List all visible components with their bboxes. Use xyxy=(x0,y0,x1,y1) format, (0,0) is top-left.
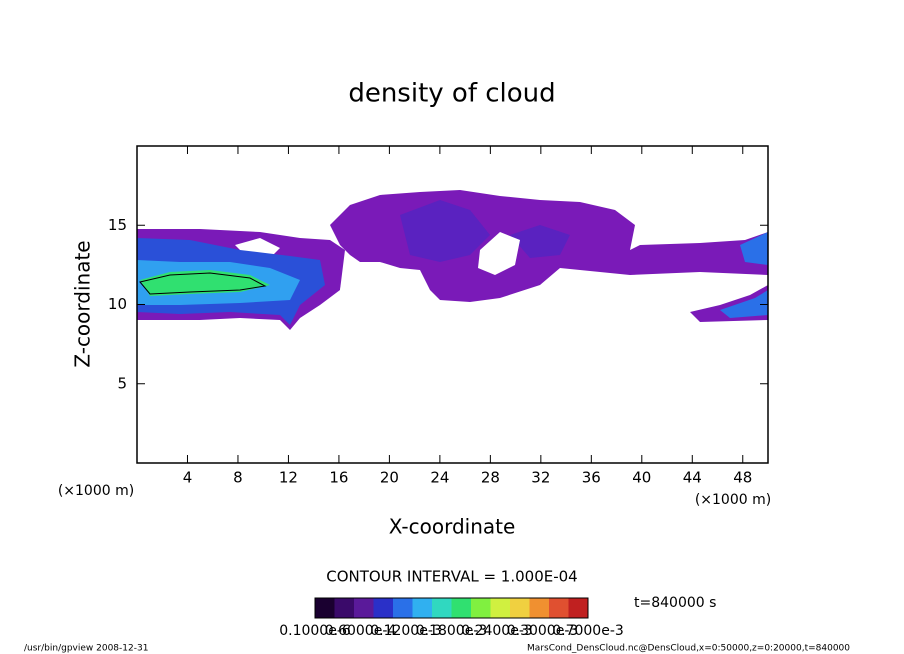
x-tick-label: 20 xyxy=(380,469,399,487)
colorbar-cell xyxy=(529,598,550,618)
cloud-region xyxy=(740,232,768,265)
x-tick-label: 4 xyxy=(183,469,193,487)
cloud-hole xyxy=(340,262,430,300)
colorbar-label: 0.1000e-6 xyxy=(279,623,351,639)
x-tick-label: 48 xyxy=(733,469,752,487)
colorbar-cell xyxy=(471,598,491,618)
y-tick-label: 5 xyxy=(117,374,127,392)
chart-title: density of cloud xyxy=(348,79,555,109)
colorbar-label: 0.1800e-3 xyxy=(416,623,488,639)
colorbar-cell xyxy=(568,598,589,618)
x-tick-label: 28 xyxy=(481,469,500,487)
colorbar-cell xyxy=(549,598,569,618)
colorbar-label: 0.1200e-3 xyxy=(370,623,442,639)
x-tick-label: 8 xyxy=(233,469,243,487)
footer-right: MarsCond_DensCloud.nc@DensCloud,x=0:5000… xyxy=(527,644,850,654)
colorbar-cell xyxy=(315,598,335,618)
x-tick-label: 16 xyxy=(329,469,348,487)
y-axis-label: Z-coordinate xyxy=(71,240,95,367)
x-tick-label: 12 xyxy=(279,469,298,487)
footer-left: /usr/bin/gpview 2008-12-31 xyxy=(24,644,148,654)
colorbar-cell xyxy=(451,598,472,618)
colorbar-label: 0.6000e-4 xyxy=(325,623,397,639)
colorbar-cell xyxy=(510,598,530,618)
x-tick-label: 32 xyxy=(531,469,550,487)
colorbar-cell xyxy=(373,598,394,618)
cloud-field xyxy=(137,190,768,330)
x-tick-label: 24 xyxy=(430,469,449,487)
colorbar-cell xyxy=(393,598,413,618)
cloud-hole xyxy=(478,232,520,275)
contour-line xyxy=(139,272,267,295)
colorbar-cell xyxy=(354,598,374,618)
cloud-region xyxy=(720,290,768,318)
y-tick-label: 15 xyxy=(108,216,127,234)
colorbar-label: 0.3000e-3 xyxy=(507,623,579,639)
x-unit: (×1000 m) xyxy=(58,483,134,499)
colorbar-frame xyxy=(314,597,589,619)
colorbar-label: 0.2400e-3 xyxy=(461,623,533,639)
x-tick-label: 36 xyxy=(582,469,601,487)
colorbar-cell xyxy=(334,598,355,618)
contour-interval: CONTOUR INTERVAL = 1.000E-04 xyxy=(326,568,577,586)
cloud-region xyxy=(400,200,490,262)
time-label: t=840000 s xyxy=(634,595,716,611)
x-axis-label: X-coordinate xyxy=(389,515,516,539)
x-tick-label: 44 xyxy=(683,469,702,487)
cloud-region xyxy=(510,225,570,258)
y-tick-label: 10 xyxy=(108,295,127,313)
x-unit: (×1000 m) xyxy=(695,492,771,508)
x-tick-label: 40 xyxy=(632,469,651,487)
colorbar-cell xyxy=(432,598,452,618)
colorbar-label: 0.7000e-3 xyxy=(552,623,624,639)
colorbar-cell xyxy=(490,598,511,618)
colorbar-cell xyxy=(412,598,433,618)
